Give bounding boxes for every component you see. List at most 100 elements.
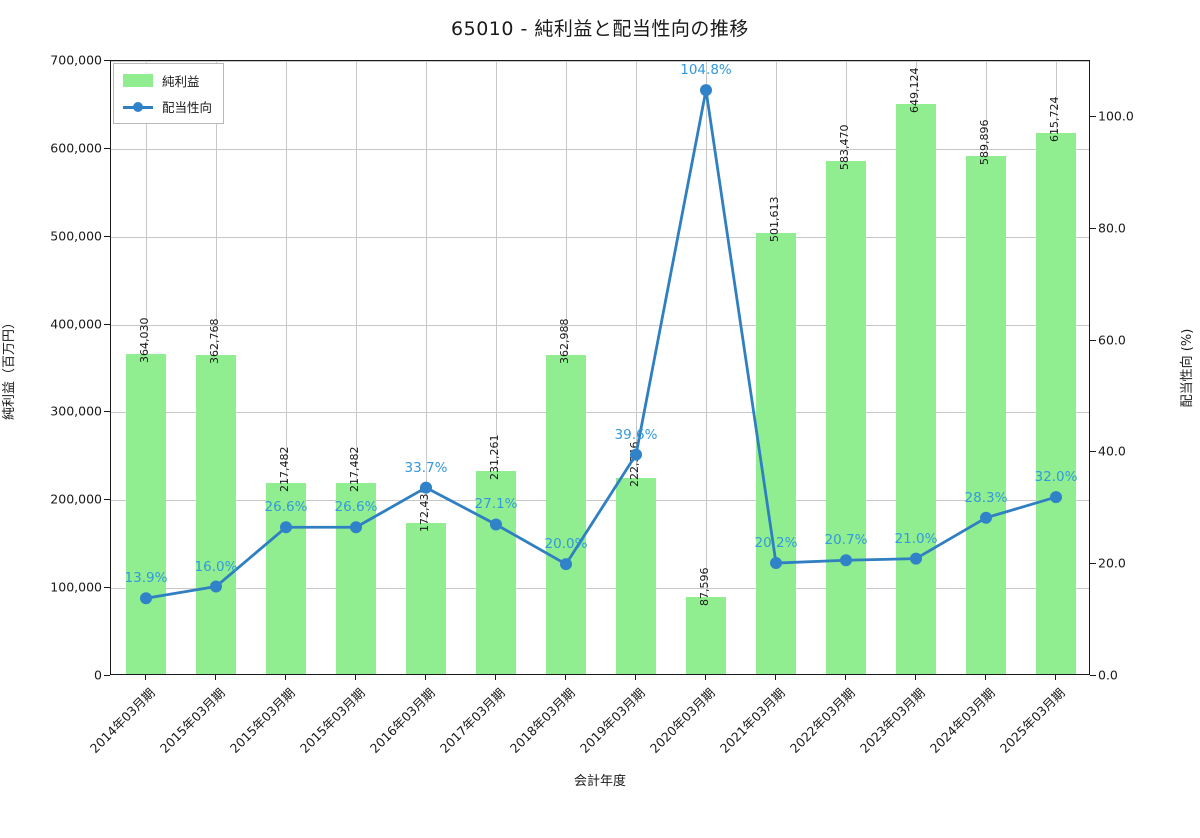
- gridline-horizontal: [111, 500, 1089, 502]
- y-axis-right-tick-label: 80.0: [1098, 220, 1126, 236]
- chart-page: 65010 - 純利益と配当性向の推移 純利益（百万円） 配当性向 (%) 会計…: [2, 18, 1195, 789]
- x-axis-tick-mark: [635, 675, 636, 680]
- x-axis-category-label: 2017年03月期: [436, 685, 508, 756]
- y-axis-right-tick-label: 60.0: [1098, 332, 1126, 348]
- legend: 純利益 配当性向: [113, 63, 225, 124]
- y-axis-right-tick-label: 20.0: [1098, 555, 1126, 571]
- y-axis-left-tick-mark: [104, 411, 110, 413]
- gridline-vertical: [286, 61, 287, 674]
- x-axis-tick-mark: [355, 675, 356, 680]
- line-value-label: 21.0%: [894, 530, 938, 547]
- gridline-horizontal: [111, 324, 1089, 326]
- gridline-vertical: [426, 61, 427, 674]
- y-axis-left-tick-label: 100,000: [50, 579, 102, 595]
- payout-ratio-line: [144, 88, 1058, 600]
- bar: [195, 355, 237, 674]
- y-axis-right-tick-mark: [1090, 451, 1096, 453]
- y-axis-left-tick-label: 700,000: [50, 52, 102, 68]
- line-value-label: 27.1%: [474, 496, 518, 513]
- y-axis-left-tick-label: 0: [94, 667, 102, 683]
- y-axis-left-tick-mark: [104, 675, 110, 676]
- y-axis-right-tick-mark: [1090, 227, 1096, 229]
- bar: [265, 482, 307, 674]
- line-data-point: [280, 521, 292, 534]
- bar-value-label: 589,896: [978, 119, 991, 165]
- y-axis-left-tick-mark: [104, 147, 110, 149]
- bar: [335, 482, 377, 674]
- line-value-label: 13.9%: [124, 570, 168, 587]
- x-axis-category-label: 2015年03月期: [156, 685, 228, 756]
- bar: [895, 103, 937, 674]
- x-axis-tick-mark: [775, 675, 776, 680]
- y-axis-left-tick-label: 500,000: [50, 228, 102, 244]
- bar-value-label: 364,030: [138, 317, 151, 364]
- bar: [405, 522, 447, 674]
- y-axis-left-tick-mark: [104, 60, 110, 61]
- y-axis-left-title: 純利益（百万円）: [2, 315, 17, 421]
- line-value-label: 20.0%: [544, 536, 588, 553]
- gridline-horizontal: [111, 61, 1089, 62]
- line-value-label: 39.6%: [614, 426, 658, 443]
- bar: [125, 354, 167, 674]
- x-axis-tick-mark: [845, 675, 846, 680]
- x-axis-category-label: 2019年03月期: [576, 685, 648, 756]
- x-axis-tick-mark: [705, 675, 706, 680]
- gridline-horizontal: [111, 412, 1089, 414]
- y-axis-left-tick-label: 300,000: [50, 403, 102, 419]
- gridline-vertical: [356, 61, 357, 674]
- gridline-vertical: [636, 61, 637, 674]
- bar-value-label: 362,768: [208, 318, 221, 365]
- bar: [755, 233, 797, 674]
- x-axis-category-label: 2016年03月期: [366, 685, 438, 756]
- y-axis-left-tick-label: 400,000: [50, 316, 102, 332]
- plot-inner: 364,030 362,768 217,482 217,482 172,435 231,2…: [111, 61, 1089, 674]
- x-axis-title: 会計年度: [573, 774, 626, 789]
- x-axis-category-label: 2020年03月期: [646, 685, 718, 756]
- bar: [615, 478, 657, 674]
- x-axis-tick-mark: [145, 675, 146, 680]
- x-axis-category-label: 2024年03月期: [926, 685, 998, 756]
- x-axis-tick-mark: [1055, 675, 1056, 680]
- bar-value-label: 87,596: [698, 567, 711, 607]
- bar-value-label: 217,482: [278, 446, 291, 492]
- x-axis-category-label: 2025年03月期: [996, 685, 1068, 756]
- bar: [1035, 133, 1077, 674]
- legend-item-label: 配当性向: [162, 100, 213, 115]
- legend-item-profit: 純利益: [123, 71, 212, 90]
- x-axis-tick-mark: [495, 675, 496, 680]
- line-data-point: [770, 557, 782, 570]
- legend-item-label: 純利益: [162, 74, 200, 89]
- line-value-label: 104.8%: [680, 62, 732, 79]
- line-data-point: [350, 521, 362, 534]
- y-axis-left-tick-mark: [104, 235, 110, 237]
- legend-line-marker-icon: [123, 100, 153, 113]
- x-axis-tick-mark: [215, 675, 216, 680]
- y-axis-right-tick-label: 0.0: [1098, 667, 1118, 683]
- line-value-label: 28.3%: [964, 489, 1008, 506]
- line-data-point: [140, 592, 152, 605]
- bar: [685, 597, 727, 674]
- gridline-horizontal: [111, 588, 1089, 590]
- line-value-label: 26.6%: [264, 499, 308, 516]
- gridline-horizontal: [111, 236, 1089, 238]
- x-axis-category-label: 2021年03月期: [716, 685, 788, 756]
- gridline-horizontal: [111, 148, 1089, 150]
- x-axis-category-label: 2022年03月期: [786, 685, 858, 756]
- line-value-label: 20.2%: [754, 535, 798, 552]
- bar: [965, 155, 1007, 674]
- x-axis-tick-mark: [985, 675, 986, 680]
- line-data-point: [560, 558, 572, 571]
- line-data-point: [700, 84, 712, 97]
- y-axis-left-tick-mark: [104, 499, 110, 501]
- x-axis-tick-mark: [565, 675, 566, 680]
- line-series: [140, 84, 1062, 605]
- x-axis-category-label: 2015年03月期: [296, 685, 368, 756]
- bar-value-label: 649,124: [908, 67, 921, 113]
- bar-value-label: 217,482: [348, 446, 361, 492]
- line-data-point: [980, 511, 992, 524]
- x-axis-category-label: 2015年03月期: [226, 685, 298, 756]
- y-axis-right-tick-mark: [1090, 563, 1096, 565]
- y-axis-right-tick-mark: [1090, 339, 1096, 341]
- line-value-label: 16.0%: [194, 558, 238, 575]
- x-axis-category-label: 2014年03月期: [86, 685, 158, 756]
